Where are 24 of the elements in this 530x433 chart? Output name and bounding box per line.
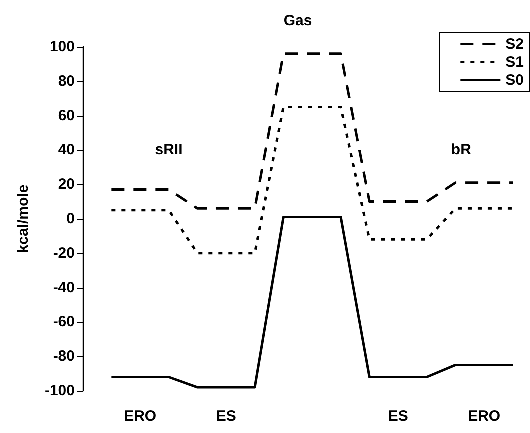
y-tick-label: -60 <box>53 314 75 331</box>
y-tick-label: 20 <box>58 176 75 194</box>
y-axis-title: kcal/mole <box>15 184 32 254</box>
x-tick-label: ES <box>216 408 236 425</box>
y-tick-label: 0 <box>66 210 75 228</box>
legend-label: S0 <box>506 72 524 89</box>
annotation: sRII <box>155 142 183 159</box>
y-tick-label: -100 <box>44 382 75 400</box>
annotation: bR <box>451 142 472 159</box>
line-series <box>110 106 514 255</box>
y-tick-label: 100 <box>50 38 75 56</box>
y-tick-label: 60 <box>58 107 75 124</box>
legend-label: S2 <box>506 36 524 53</box>
x-tick-label: ERO <box>468 408 501 425</box>
line-series <box>110 216 514 389</box>
x-tick-label: ERO <box>124 408 157 425</box>
y-tick-label: 40 <box>58 142 75 159</box>
y-tick-label: -20 <box>53 244 75 262</box>
y-tick-label: 80 <box>58 72 75 90</box>
legend-label: S1 <box>506 54 524 71</box>
x-tick-label: ES <box>388 408 408 425</box>
y-tick-label: -80 <box>53 348 75 366</box>
text: Gas <box>284 12 312 30</box>
y-tick-label: -40 <box>53 279 75 296</box>
